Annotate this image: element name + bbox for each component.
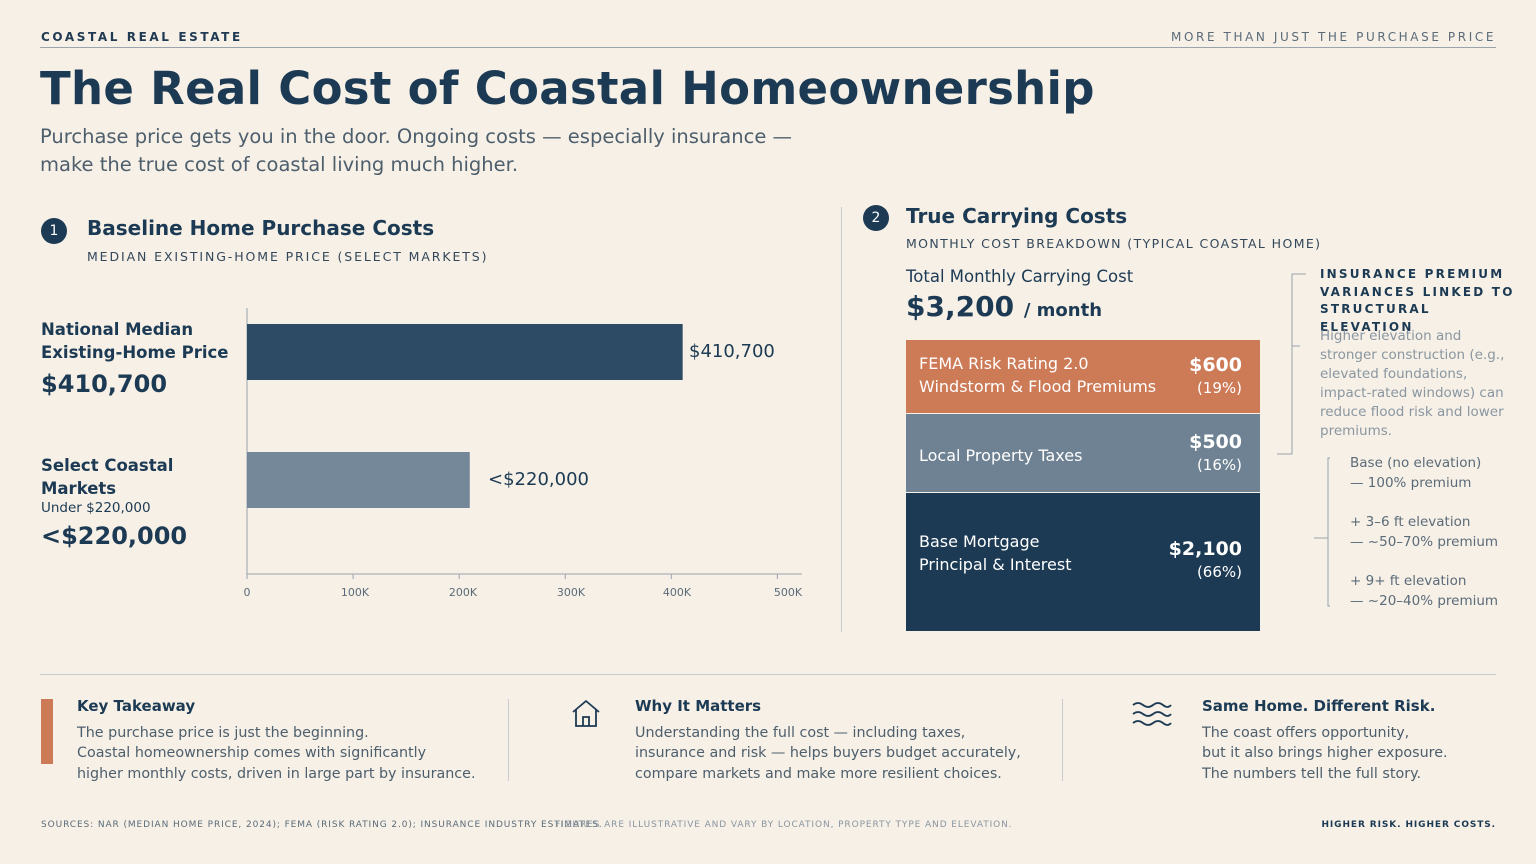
footer-tag: HIGHER RISK. HIGHER COSTS. bbox=[1321, 820, 1496, 830]
section-1-title: Baseline Home Purchase Costs bbox=[87, 216, 435, 240]
elevation-premium: — 100% premium bbox=[1350, 474, 1472, 491]
card-body: The coast offers opportunity, but it als… bbox=[1202, 723, 1448, 784]
footer-sources: SOURCES: NAR (MEDIAN HOME PRICE, 2024); … bbox=[41, 820, 603, 830]
card-same-home: Same Home. Different Risk. The coast off… bbox=[1202, 697, 1448, 784]
cards-divider bbox=[40, 674, 1496, 675]
page-subtitle: Purchase price gets you in the door. Ong… bbox=[40, 125, 793, 176]
waves-icon bbox=[1132, 702, 1172, 726]
stack-block-line2: Windstorm & Flood Premiums bbox=[919, 377, 1157, 396]
total-cost-label: Total Monthly Carrying Cost bbox=[906, 267, 1134, 286]
total-cost-amount: $3,200 bbox=[906, 290, 1015, 323]
insurance-heading: INSURANCE PREMIUM VARIANCES LINKED TO ST… bbox=[1320, 266, 1520, 336]
x-tick-label: 200K bbox=[448, 586, 478, 599]
stack-block-label: FEMA Risk Rating 2.0 Windstorm & Flood P… bbox=[919, 352, 1156, 398]
card-line: higher monthly costs, driven in large pa… bbox=[77, 765, 476, 782]
card-why-it-matters: Why It Matters Understanding the full co… bbox=[635, 697, 1021, 784]
bar-2-label: Select Coastal Markets bbox=[41, 456, 174, 498]
stack-block-mortgage: Base Mortgage Principal & Interest $2,10… bbox=[906, 493, 1260, 631]
stack-block-value: $500 bbox=[1189, 431, 1242, 453]
stack-block-insurance: FEMA Risk Rating 2.0 Windstorm & Flood P… bbox=[906, 340, 1260, 413]
card-line: Coastal homeownership comes with signifi… bbox=[77, 745, 427, 762]
brand-label: COASTAL REAL ESTATE bbox=[41, 30, 243, 44]
page-title: The Real Cost of Coastal Homeownership bbox=[40, 62, 1095, 115]
house-icon bbox=[572, 700, 600, 727]
bar-2-value-label: <$220,000 bbox=[488, 469, 589, 490]
bar-1-label-group: National Median Existing-Home Price $410… bbox=[41, 318, 241, 398]
stack-block-pct: (66%) bbox=[1196, 563, 1242, 581]
stack-block-line1: FEMA Risk Rating 2.0 bbox=[919, 354, 1089, 373]
stack-block-amount: $600 (19%) bbox=[1189, 354, 1242, 400]
card-line: insurance and risk — helps buyers budget… bbox=[635, 745, 1021, 762]
header-divider bbox=[40, 47, 1496, 48]
x-tick-label: 0 bbox=[243, 586, 251, 599]
card-line: The coast offers opportunity, bbox=[1202, 725, 1410, 741]
stack-block-amount: $2,100 (66%) bbox=[1169, 538, 1242, 584]
card-line: The purchase price is just the beginning… bbox=[77, 725, 369, 741]
card-body: The purchase price is just the beginning… bbox=[77, 723, 476, 784]
bar-1-value-label: $410,700 bbox=[689, 341, 775, 362]
bar-2 bbox=[247, 452, 470, 508]
section-1-badge: 1 bbox=[41, 218, 67, 244]
card-title: Key Takeaway bbox=[77, 697, 196, 715]
bar-1-big-value: $410,700 bbox=[41, 370, 168, 398]
elevation-item: + 3–6 ft elevation — ~50–70% premium bbox=[1350, 513, 1498, 552]
section-divider bbox=[841, 207, 842, 632]
insurance-heading-line: STRUCTURAL ELEVATION bbox=[1320, 302, 1431, 334]
stack-block-value: $2,100 bbox=[1168, 538, 1242, 560]
footer-note: FIGURES ARE ILLUSTRATIVE AND VARY BY LOC… bbox=[555, 820, 1013, 830]
section-1-subtitle: MEDIAN EXISTING-HOME PRICE (SELECT MARKE… bbox=[87, 249, 489, 264]
card-title: Same Home. Different Risk. bbox=[1202, 697, 1436, 715]
section-2-subtitle: MONTHLY COST BREAKDOWN (TYPICAL COASTAL … bbox=[906, 236, 1322, 251]
stack-block-pct: (19%) bbox=[1196, 379, 1242, 397]
card-divider bbox=[1062, 699, 1063, 781]
card-line: The numbers tell the full story. bbox=[1202, 765, 1422, 782]
card-line: compare markets and make more resilient … bbox=[635, 765, 1002, 782]
tagline: MORE THAN JUST THE PURCHASE PRICE bbox=[1171, 30, 1496, 44]
x-tick-label: 500K bbox=[773, 586, 803, 599]
purchase-bar-chart bbox=[246, 308, 802, 579]
bar-2-sublabel: Under $220,000 bbox=[41, 500, 151, 516]
bar-2-big-value: <$220,000 bbox=[41, 522, 188, 550]
total-cost-value: $3,200 / month bbox=[906, 290, 1102, 323]
x-tick-label: 100K bbox=[340, 586, 370, 599]
total-cost-unit: / month bbox=[1023, 300, 1103, 321]
elevation-level: + 3–6 ft elevation bbox=[1350, 514, 1471, 530]
x-tick-label: 400K bbox=[662, 586, 692, 599]
bracket-lines bbox=[1277, 273, 1330, 607]
insurance-heading-line: INSURANCE PREMIUM bbox=[1320, 267, 1505, 281]
elevation-level: Base (no elevation) bbox=[1350, 455, 1482, 471]
insurance-description: Higher elevation and stronger constructi… bbox=[1320, 328, 1505, 439]
card-line: but it also brings higher exposure. bbox=[1202, 745, 1448, 762]
insurance-heading-line: VARIANCES LINKED TO bbox=[1320, 284, 1515, 299]
elevation-premium: — ~20–40% premium bbox=[1350, 592, 1499, 609]
stack-block-line1: Base Mortgage bbox=[919, 532, 1040, 551]
stack-block-pct: (16%) bbox=[1196, 456, 1242, 474]
stack-block-amount: $500 (16%) bbox=[1189, 431, 1242, 477]
stack-block-label: Local Property Taxes bbox=[919, 446, 1083, 465]
elevation-level: + 9+ ft elevation bbox=[1350, 573, 1467, 589]
stack-block-value: $600 bbox=[1189, 354, 1242, 376]
elevation-item: Base (no elevation) — 100% premium bbox=[1350, 454, 1481, 493]
card-divider bbox=[508, 699, 509, 781]
bar-2-label-group: Select Coastal Markets Under $220,000 <$… bbox=[41, 454, 241, 550]
accent-bar bbox=[41, 699, 53, 764]
elevation-item: + 9+ ft elevation — ~20–40% premium bbox=[1350, 572, 1498, 611]
card-title: Why It Matters bbox=[635, 697, 762, 715]
stack-block-label: Base Mortgage Principal & Interest bbox=[919, 530, 1071, 576]
bar-1 bbox=[247, 324, 683, 380]
stack-block-taxes: Local Property Taxes $500 (16%) bbox=[906, 414, 1260, 492]
x-tick-label: 300K bbox=[556, 586, 586, 599]
bar-1-label: National Median Existing-Home Price bbox=[41, 320, 229, 362]
card-key-takeaway: Key Takeaway The purchase price is just … bbox=[77, 697, 476, 784]
elevation-premium: — ~50–70% premium bbox=[1350, 533, 1499, 550]
stack-block-line2: Principal & Interest bbox=[919, 555, 1072, 574]
card-body: Understanding the full cost — including … bbox=[635, 723, 1021, 784]
card-line: Understanding the full cost — including … bbox=[635, 725, 966, 741]
section-2-badge: 2 bbox=[863, 205, 889, 231]
section-2-title: True Carrying Costs bbox=[906, 204, 1128, 228]
